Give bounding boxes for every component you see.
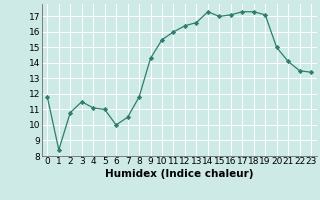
X-axis label: Humidex (Indice chaleur): Humidex (Indice chaleur) (105, 169, 253, 179)
